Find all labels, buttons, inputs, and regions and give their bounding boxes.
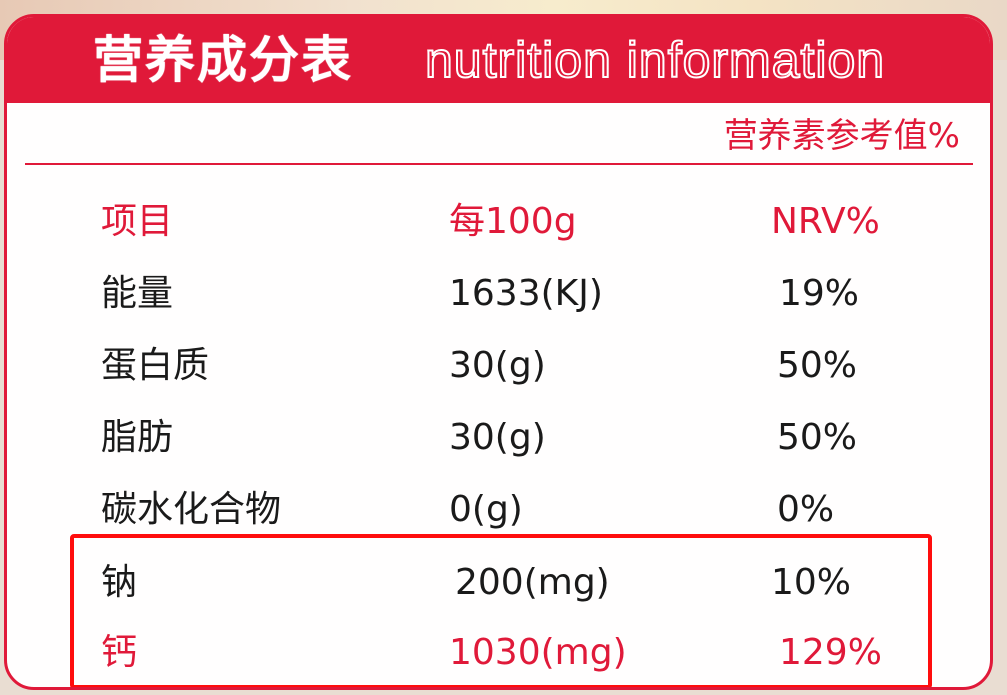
table-row: 蛋白质 30(g) 50%	[7, 331, 990, 401]
row-per100g: 30(g)	[449, 417, 546, 458]
row-nrv: 0%	[777, 489, 835, 530]
row-per100g: 0(g)	[449, 489, 523, 530]
highlight-box	[70, 534, 932, 687]
row-per100g: 1633(KJ)	[449, 273, 603, 314]
row-per100g: 1030(mg)	[449, 632, 627, 673]
table-row: 能量 1633(KJ) 19%	[7, 259, 990, 329]
row-nrv: 50%	[777, 417, 858, 458]
row-nrv: 129%	[779, 632, 882, 673]
row-item: 碳水化合物	[101, 489, 282, 530]
row-item: 钠	[101, 562, 138, 603]
column-header-item: 项目	[101, 201, 174, 242]
row-nrv: 19%	[779, 273, 860, 314]
row-per100g: 200(mg)	[455, 562, 610, 603]
header-divider	[25, 163, 973, 165]
nutrition-card: 营养成分表 nutrition information 营养素参考值% 项目 每…	[4, 14, 993, 690]
reference-value-label: 营养素参考值%	[723, 116, 960, 156]
table-row: 碳水化合物 0(g) 0%	[7, 475, 990, 545]
column-header-per100g: 每100g	[449, 201, 577, 242]
card-header	[7, 17, 990, 103]
row-per100g: 30(g)	[449, 345, 546, 386]
row-item: 蛋白质	[101, 345, 210, 386]
row-nrv: 10%	[771, 562, 852, 603]
row-item: 钙	[101, 632, 138, 673]
table-row: 脂肪 30(g) 50%	[7, 403, 990, 473]
table-row: 钙 1030(mg) 129%	[7, 618, 990, 687]
table-row: 钠 200(mg) 10%	[7, 548, 990, 618]
title-english: nutrition information	[424, 31, 886, 89]
column-header-nrv: NRV%	[771, 201, 880, 242]
row-item: 能量	[101, 273, 174, 314]
row-item: 脂肪	[101, 417, 174, 458]
title-chinese: 营养成分表	[93, 31, 353, 89]
table-header-row: 项目 每100g NRV%	[7, 187, 990, 257]
row-nrv: 50%	[777, 345, 858, 386]
